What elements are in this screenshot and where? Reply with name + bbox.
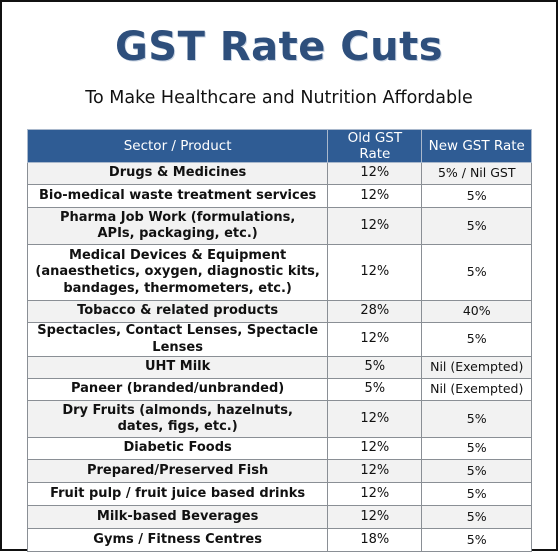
new-rate-cell: 5% bbox=[421, 400, 532, 438]
new-rate-cell: 5% bbox=[421, 505, 532, 529]
old-rate-cell: 12% bbox=[327, 505, 423, 529]
page-subtitle: To Make Healthcare and Nutrition Afforda… bbox=[85, 88, 473, 108]
old-rate-cell: 12% bbox=[327, 459, 423, 483]
new-rate-cell: 5% bbox=[421, 459, 532, 483]
old-rate-cell: 18% bbox=[327, 528, 423, 552]
product-cell: Pharma Job Work (formulations, APIs, pack… bbox=[26, 207, 329, 245]
old-rate-cell: 12% bbox=[327, 207, 423, 245]
table-row: Fruit pulp / fruit juice based drinks 12… bbox=[26, 482, 532, 506]
table-row: Paneer (branded/unbranded) 5% Nil (Exemp… bbox=[26, 378, 532, 401]
old-rate-cell: 12% bbox=[327, 400, 423, 438]
product-cell: Prepared/Preserved Fish bbox=[26, 459, 329, 483]
old-rate-cell: 12% bbox=[327, 244, 423, 301]
header-old-rate: Old GST Rate bbox=[327, 129, 423, 163]
product-cell: UHT Milk bbox=[26, 356, 329, 379]
old-rate-cell: 12% bbox=[327, 322, 423, 357]
new-rate-cell: 5% bbox=[421, 184, 532, 208]
product-cell: Dry Fruits (almonds, hazelnuts, dates, fi… bbox=[26, 400, 329, 438]
product-cell: Tobacco & related products bbox=[26, 300, 329, 323]
old-rate-cell: 5% bbox=[327, 378, 423, 401]
new-rate-cell: 5% bbox=[421, 207, 532, 245]
table-row: Drugs & Medicines 12% 5% / Nil GST bbox=[26, 162, 532, 185]
product-cell: Fruit pulp / fruit juice based drinks bbox=[26, 482, 329, 506]
table-row: Bio-medical waste treatment services 12%… bbox=[26, 184, 532, 208]
new-rate-cell: 40% bbox=[421, 300, 532, 323]
new-rate-cell: 5% bbox=[421, 322, 532, 357]
new-rate-cell: 5% bbox=[421, 244, 532, 301]
new-rate-cell: Nil (Exempted) bbox=[421, 378, 532, 401]
product-cell: Drugs & Medicines bbox=[26, 162, 329, 185]
table-row: Dry Fruits (almonds, hazelnuts, dates, fi… bbox=[26, 400, 532, 438]
table-row: Medical Devices & Equipment (anaesthetics… bbox=[26, 244, 532, 301]
new-rate-cell: 5% bbox=[421, 482, 532, 506]
product-cell: Spectacles, Contact Lenses, Spectacle Le… bbox=[26, 322, 329, 357]
product-cell: Diabetic Foods bbox=[26, 437, 329, 460]
old-rate-cell: 28% bbox=[327, 300, 423, 323]
header-sector-product: Sector / Product bbox=[26, 129, 329, 163]
table-row: Spectacles, Contact Lenses, Spectacle Le… bbox=[26, 322, 532, 357]
table-row: Milk-based Beverages 12% 5% bbox=[26, 505, 532, 529]
old-rate-cell: 12% bbox=[327, 184, 423, 208]
old-rate-cell: 12% bbox=[327, 482, 423, 506]
gst-rate-table: Sector / Product Old GST Rate New GST Ra… bbox=[26, 129, 532, 552]
table-row: Gyms / Fitness Centres 18% 5% bbox=[26, 528, 532, 552]
table-header-row: Sector / Product Old GST Rate New GST Ra… bbox=[26, 129, 532, 163]
page-title: GST Rate Cuts bbox=[114, 24, 444, 70]
table-row: Tobacco & related products 28% 40% bbox=[26, 300, 532, 323]
old-rate-cell: 12% bbox=[327, 162, 423, 185]
new-rate-cell: 5% / Nil GST bbox=[421, 162, 532, 185]
table-row: Pharma Job Work (formulations, APIs, pack… bbox=[26, 207, 532, 245]
product-cell: Paneer (branded/unbranded) bbox=[26, 378, 329, 401]
new-rate-cell: 5% bbox=[421, 528, 532, 552]
old-rate-cell: 12% bbox=[327, 437, 423, 460]
product-cell: Medical Devices & Equipment (anaesthetics… bbox=[26, 244, 329, 301]
product-cell: Bio-medical waste treatment services bbox=[26, 184, 329, 208]
table-row: Diabetic Foods 12% 5% bbox=[26, 437, 532, 460]
old-rate-cell: 5% bbox=[327, 356, 423, 379]
new-rate-cell: Nil (Exempted) bbox=[421, 356, 532, 379]
product-cell: Gyms / Fitness Centres bbox=[26, 528, 329, 552]
product-cell: Milk-based Beverages bbox=[26, 505, 329, 529]
header-new-rate: New GST Rate bbox=[421, 129, 532, 163]
new-rate-cell: 5% bbox=[421, 437, 532, 460]
table-row: UHT Milk 5% Nil (Exempted) bbox=[26, 356, 532, 379]
table-row: Prepared/Preserved Fish 12% 5% bbox=[26, 459, 532, 483]
